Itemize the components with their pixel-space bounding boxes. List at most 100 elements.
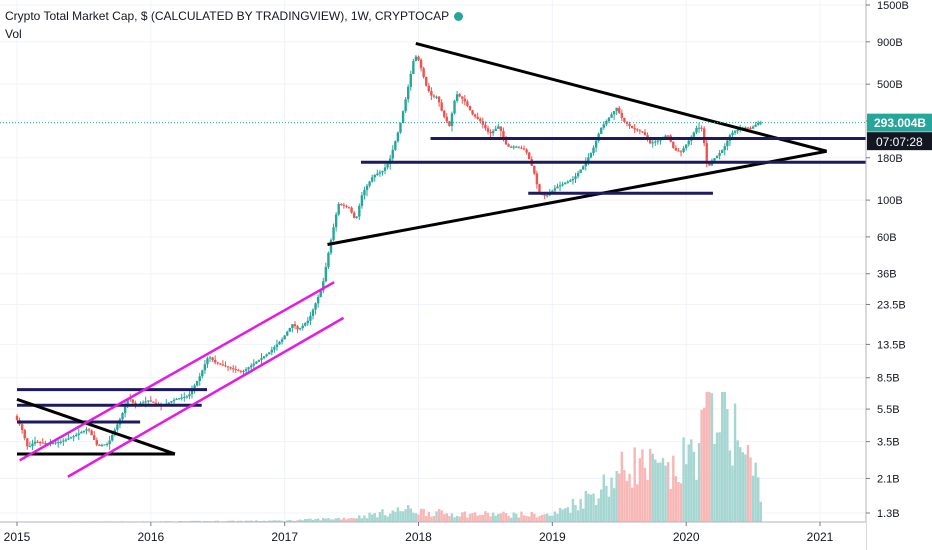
- candle-body: [620, 112, 624, 118]
- volume-bar: [612, 488, 616, 522]
- candle-body: [139, 403, 142, 405]
- candle-body: [466, 101, 469, 106]
- price-tick-label: 23.5B: [877, 299, 906, 311]
- volume-bar: [327, 518, 330, 522]
- volume-bar: [340, 519, 343, 522]
- candle-body: [414, 56, 418, 62]
- volume-bar: [610, 477, 613, 522]
- candle-body: [692, 132, 696, 137]
- candle-body: [615, 107, 618, 112]
- candle-body: [651, 142, 654, 144]
- candle-body: [625, 121, 629, 124]
- candle-body: [64, 439, 68, 441]
- candle-body: [610, 114, 613, 118]
- candle-body: [702, 128, 706, 144]
- volume-bar: [280, 520, 284, 522]
- price-tick-label: 13.5B: [877, 339, 906, 351]
- candle-body: [726, 140, 729, 147]
- volume-bar: [435, 511, 438, 522]
- volume-bar: [337, 517, 340, 522]
- volume-bar: [636, 484, 639, 522]
- candle-body: [584, 161, 587, 167]
- candle-body: [231, 368, 235, 370]
- candle-body: [208, 357, 212, 359]
- volume-bar: [329, 519, 333, 522]
- candle-body: [545, 195, 549, 197]
- candle-body: [533, 165, 536, 174]
- volume-bar: [638, 458, 642, 522]
- candle-body: [201, 370, 204, 377]
- candle-body: [316, 296, 320, 304]
- candle-body: [234, 369, 237, 371]
- candle-body: [87, 429, 91, 431]
- candle-body: [255, 361, 258, 364]
- volume-bar: [715, 432, 719, 522]
- candle-body: [489, 131, 492, 134]
- volume-bar: [203, 520, 207, 522]
- volume-bar: [551, 515, 554, 522]
- volume-bar: [615, 471, 618, 522]
- volume-bar: [592, 493, 595, 522]
- volume-bar: [527, 516, 531, 522]
- candle-body: [543, 194, 546, 197]
- volume-bar: [507, 515, 510, 522]
- candle-body: [334, 214, 338, 228]
- volume-bar: [445, 513, 449, 522]
- chart-legend-title: Crypto Total Market Cap, $ (CALCULATED B…: [5, 9, 464, 23]
- candle-body: [579, 169, 582, 173]
- volume-bar: [355, 518, 358, 522]
- volume-bar: [620, 451, 624, 522]
- candle-body: [54, 442, 57, 444]
- candle-body: [306, 320, 310, 324]
- candle-body: [708, 163, 711, 166]
- candle-body: [15, 415, 19, 421]
- candle-body: [419, 59, 423, 69]
- volume-bar: [473, 512, 477, 522]
- candle-body: [525, 149, 528, 153]
- volume-bar: [314, 518, 317, 522]
- volume-bar: [296, 520, 299, 522]
- volume-bar: [443, 514, 446, 522]
- volume-bar: [250, 520, 253, 522]
- candle-body: [90, 430, 93, 436]
- volume-bar: [399, 511, 402, 522]
- candle-body: [636, 129, 639, 131]
- volume-bar: [195, 520, 199, 522]
- candle-body: [576, 172, 580, 177]
- volume-bar: [558, 507, 562, 522]
- volume-bar: [674, 476, 678, 522]
- candle-body: [311, 309, 315, 316]
- candle-body: [358, 205, 361, 217]
- volume-bar: [489, 516, 492, 522]
- volume-bar: [293, 520, 297, 522]
- volume-bar: [618, 473, 621, 522]
- candle-body: [582, 166, 585, 170]
- volume-bar: [363, 515, 366, 522]
- volume-bar: [566, 507, 569, 522]
- candle-body: [219, 363, 222, 365]
- candle-body: [440, 102, 443, 111]
- candle-body: [443, 110, 446, 117]
- price-tick-label: 5.5B: [877, 404, 900, 416]
- volume-bar: [484, 511, 487, 522]
- candle-body: [623, 117, 626, 122]
- candle-body: [749, 128, 752, 130]
- candle-body: [144, 401, 147, 403]
- candle-body: [515, 146, 518, 148]
- volume-bar: [486, 512, 490, 522]
- volume-bar: [684, 464, 688, 522]
- volume-bar: [656, 462, 660, 522]
- volume-bar: [569, 512, 572, 522]
- volume-bar: [522, 515, 526, 522]
- candle-body: [654, 141, 657, 143]
- candle-body: [612, 111, 616, 115]
- candle-body: [175, 398, 178, 400]
- volume-bar: [746, 445, 750, 522]
- candle-body: [754, 124, 757, 127]
- volume-bar: [679, 483, 683, 522]
- volume-bar: [602, 474, 606, 522]
- volume-bar: [231, 520, 235, 522]
- volume-bar: [268, 520, 271, 522]
- volume-bar: [757, 477, 760, 522]
